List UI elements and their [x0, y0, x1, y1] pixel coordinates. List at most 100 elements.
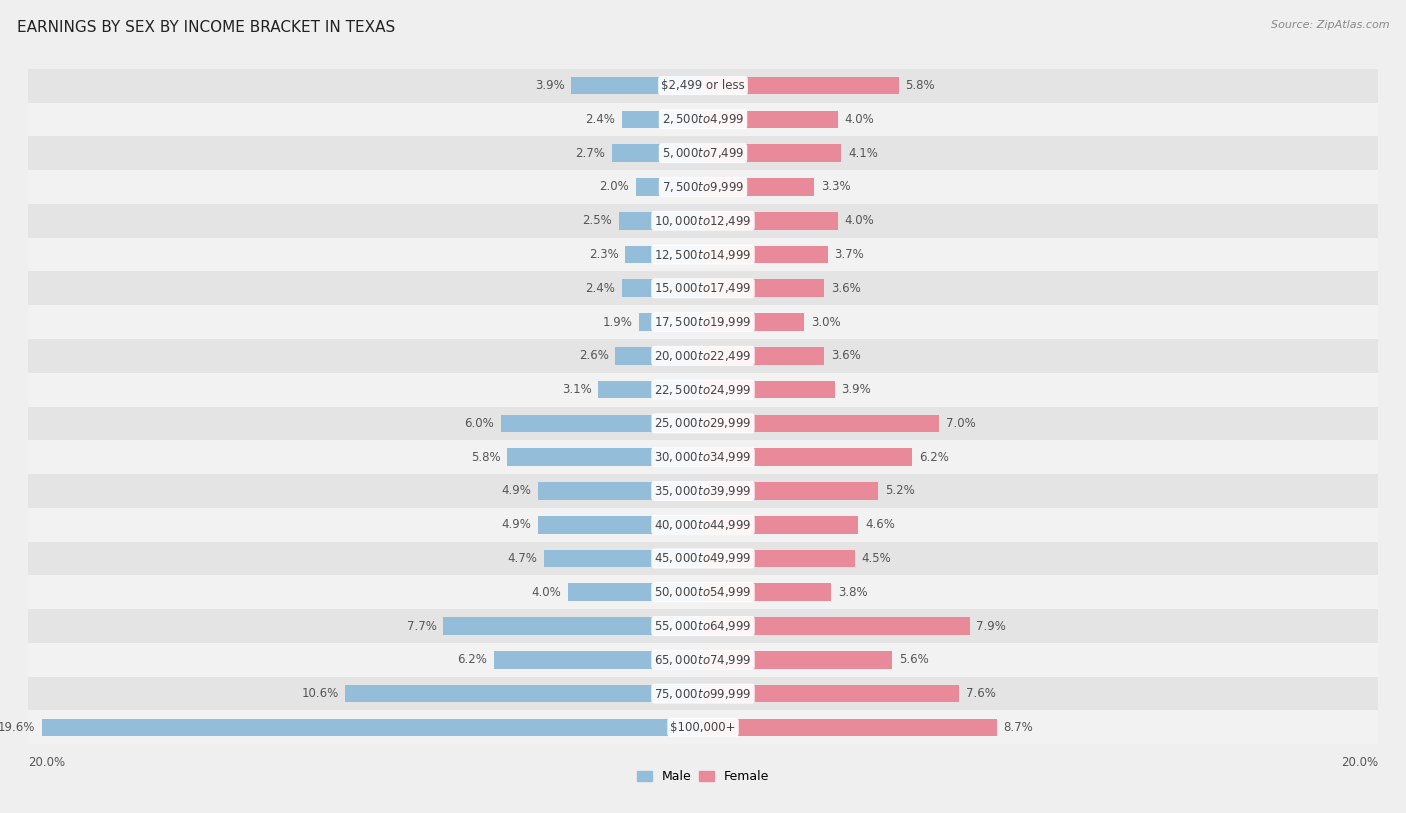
- Text: 2.4%: 2.4%: [585, 113, 616, 126]
- Text: $10,000 to $12,499: $10,000 to $12,499: [654, 214, 752, 228]
- Text: 3.3%: 3.3%: [821, 180, 851, 193]
- Bar: [703, 111, 838, 128]
- Bar: [703, 415, 939, 433]
- Bar: [612, 145, 703, 162]
- Text: $45,000 to $49,999: $45,000 to $49,999: [654, 551, 752, 566]
- Text: 10.6%: 10.6%: [301, 687, 339, 700]
- Text: 4.9%: 4.9%: [501, 518, 531, 531]
- Bar: [568, 584, 703, 601]
- Bar: [619, 212, 703, 229]
- Text: $25,000 to $29,999: $25,000 to $29,999: [654, 416, 752, 430]
- Bar: [703, 617, 970, 635]
- Bar: [703, 685, 959, 702]
- Text: 2.5%: 2.5%: [582, 215, 612, 227]
- Bar: [494, 651, 703, 668]
- Bar: [28, 137, 1378, 170]
- Bar: [28, 406, 1378, 441]
- Bar: [703, 449, 912, 466]
- Bar: [621, 111, 703, 128]
- Text: 4.7%: 4.7%: [508, 552, 537, 565]
- Text: 7.9%: 7.9%: [976, 620, 1007, 633]
- Bar: [703, 482, 879, 500]
- Legend: Male, Female: Male, Female: [631, 765, 775, 789]
- Text: 4.9%: 4.9%: [501, 485, 531, 498]
- Bar: [28, 339, 1378, 372]
- Text: $2,500 to $4,999: $2,500 to $4,999: [662, 112, 744, 126]
- Text: 2.4%: 2.4%: [585, 282, 616, 295]
- Text: $40,000 to $44,999: $40,000 to $44,999: [654, 518, 752, 532]
- Bar: [703, 212, 838, 229]
- Bar: [703, 77, 898, 94]
- Bar: [42, 719, 703, 736]
- Bar: [537, 482, 703, 500]
- Text: $17,500 to $19,999: $17,500 to $19,999: [654, 315, 752, 329]
- Bar: [703, 719, 997, 736]
- Text: $22,500 to $24,999: $22,500 to $24,999: [654, 383, 752, 397]
- Text: $75,000 to $99,999: $75,000 to $99,999: [654, 687, 752, 701]
- Bar: [703, 246, 828, 263]
- Text: $15,000 to $17,499: $15,000 to $17,499: [654, 281, 752, 295]
- Bar: [346, 685, 703, 702]
- Bar: [638, 313, 703, 331]
- Text: 4.5%: 4.5%: [862, 552, 891, 565]
- Text: 4.0%: 4.0%: [531, 586, 561, 598]
- Bar: [28, 204, 1378, 237]
- Bar: [28, 609, 1378, 643]
- Bar: [28, 441, 1378, 474]
- Bar: [703, 313, 804, 331]
- Bar: [537, 516, 703, 533]
- Bar: [28, 69, 1378, 102]
- Bar: [616, 347, 703, 364]
- Text: 3.1%: 3.1%: [562, 383, 592, 396]
- Bar: [703, 584, 831, 601]
- Text: 5.6%: 5.6%: [898, 654, 928, 667]
- Bar: [703, 380, 835, 398]
- Text: $2,499 or less: $2,499 or less: [661, 79, 745, 92]
- Text: 4.0%: 4.0%: [845, 215, 875, 227]
- Text: 7.6%: 7.6%: [966, 687, 995, 700]
- Bar: [28, 170, 1378, 204]
- Bar: [28, 372, 1378, 406]
- Text: 3.8%: 3.8%: [838, 586, 868, 598]
- Text: 6.2%: 6.2%: [457, 654, 486, 667]
- Bar: [28, 676, 1378, 711]
- Text: 3.6%: 3.6%: [831, 282, 860, 295]
- Bar: [28, 576, 1378, 609]
- Bar: [703, 280, 824, 297]
- Text: $20,000 to $22,499: $20,000 to $22,499: [654, 349, 752, 363]
- Bar: [28, 305, 1378, 339]
- Text: 7.7%: 7.7%: [406, 620, 436, 633]
- Bar: [626, 246, 703, 263]
- Text: 3.6%: 3.6%: [831, 350, 860, 363]
- Text: 2.0%: 2.0%: [599, 180, 628, 193]
- Text: 6.0%: 6.0%: [464, 417, 494, 430]
- Text: 3.9%: 3.9%: [841, 383, 872, 396]
- Text: 3.9%: 3.9%: [534, 79, 565, 92]
- Text: 5.8%: 5.8%: [905, 79, 935, 92]
- Text: 4.1%: 4.1%: [848, 146, 877, 159]
- Bar: [636, 178, 703, 196]
- Text: $50,000 to $54,999: $50,000 to $54,999: [654, 585, 752, 599]
- Text: 2.7%: 2.7%: [575, 146, 605, 159]
- Text: $100,000+: $100,000+: [671, 721, 735, 734]
- Text: 6.2%: 6.2%: [920, 450, 949, 463]
- Text: 20.0%: 20.0%: [1341, 756, 1378, 769]
- Text: 2.3%: 2.3%: [589, 248, 619, 261]
- Bar: [28, 541, 1378, 576]
- Bar: [508, 449, 703, 466]
- Bar: [703, 516, 858, 533]
- Bar: [28, 474, 1378, 508]
- Text: $7,500 to $9,999: $7,500 to $9,999: [662, 180, 744, 194]
- Text: 4.0%: 4.0%: [845, 113, 875, 126]
- Bar: [28, 643, 1378, 676]
- Text: $35,000 to $39,999: $35,000 to $39,999: [654, 484, 752, 498]
- Bar: [28, 237, 1378, 272]
- Text: 8.7%: 8.7%: [1004, 721, 1033, 734]
- Bar: [703, 145, 841, 162]
- Bar: [28, 508, 1378, 541]
- Bar: [703, 550, 855, 567]
- Bar: [28, 102, 1378, 137]
- Text: 3.0%: 3.0%: [811, 315, 841, 328]
- Text: 20.0%: 20.0%: [28, 756, 65, 769]
- Bar: [621, 280, 703, 297]
